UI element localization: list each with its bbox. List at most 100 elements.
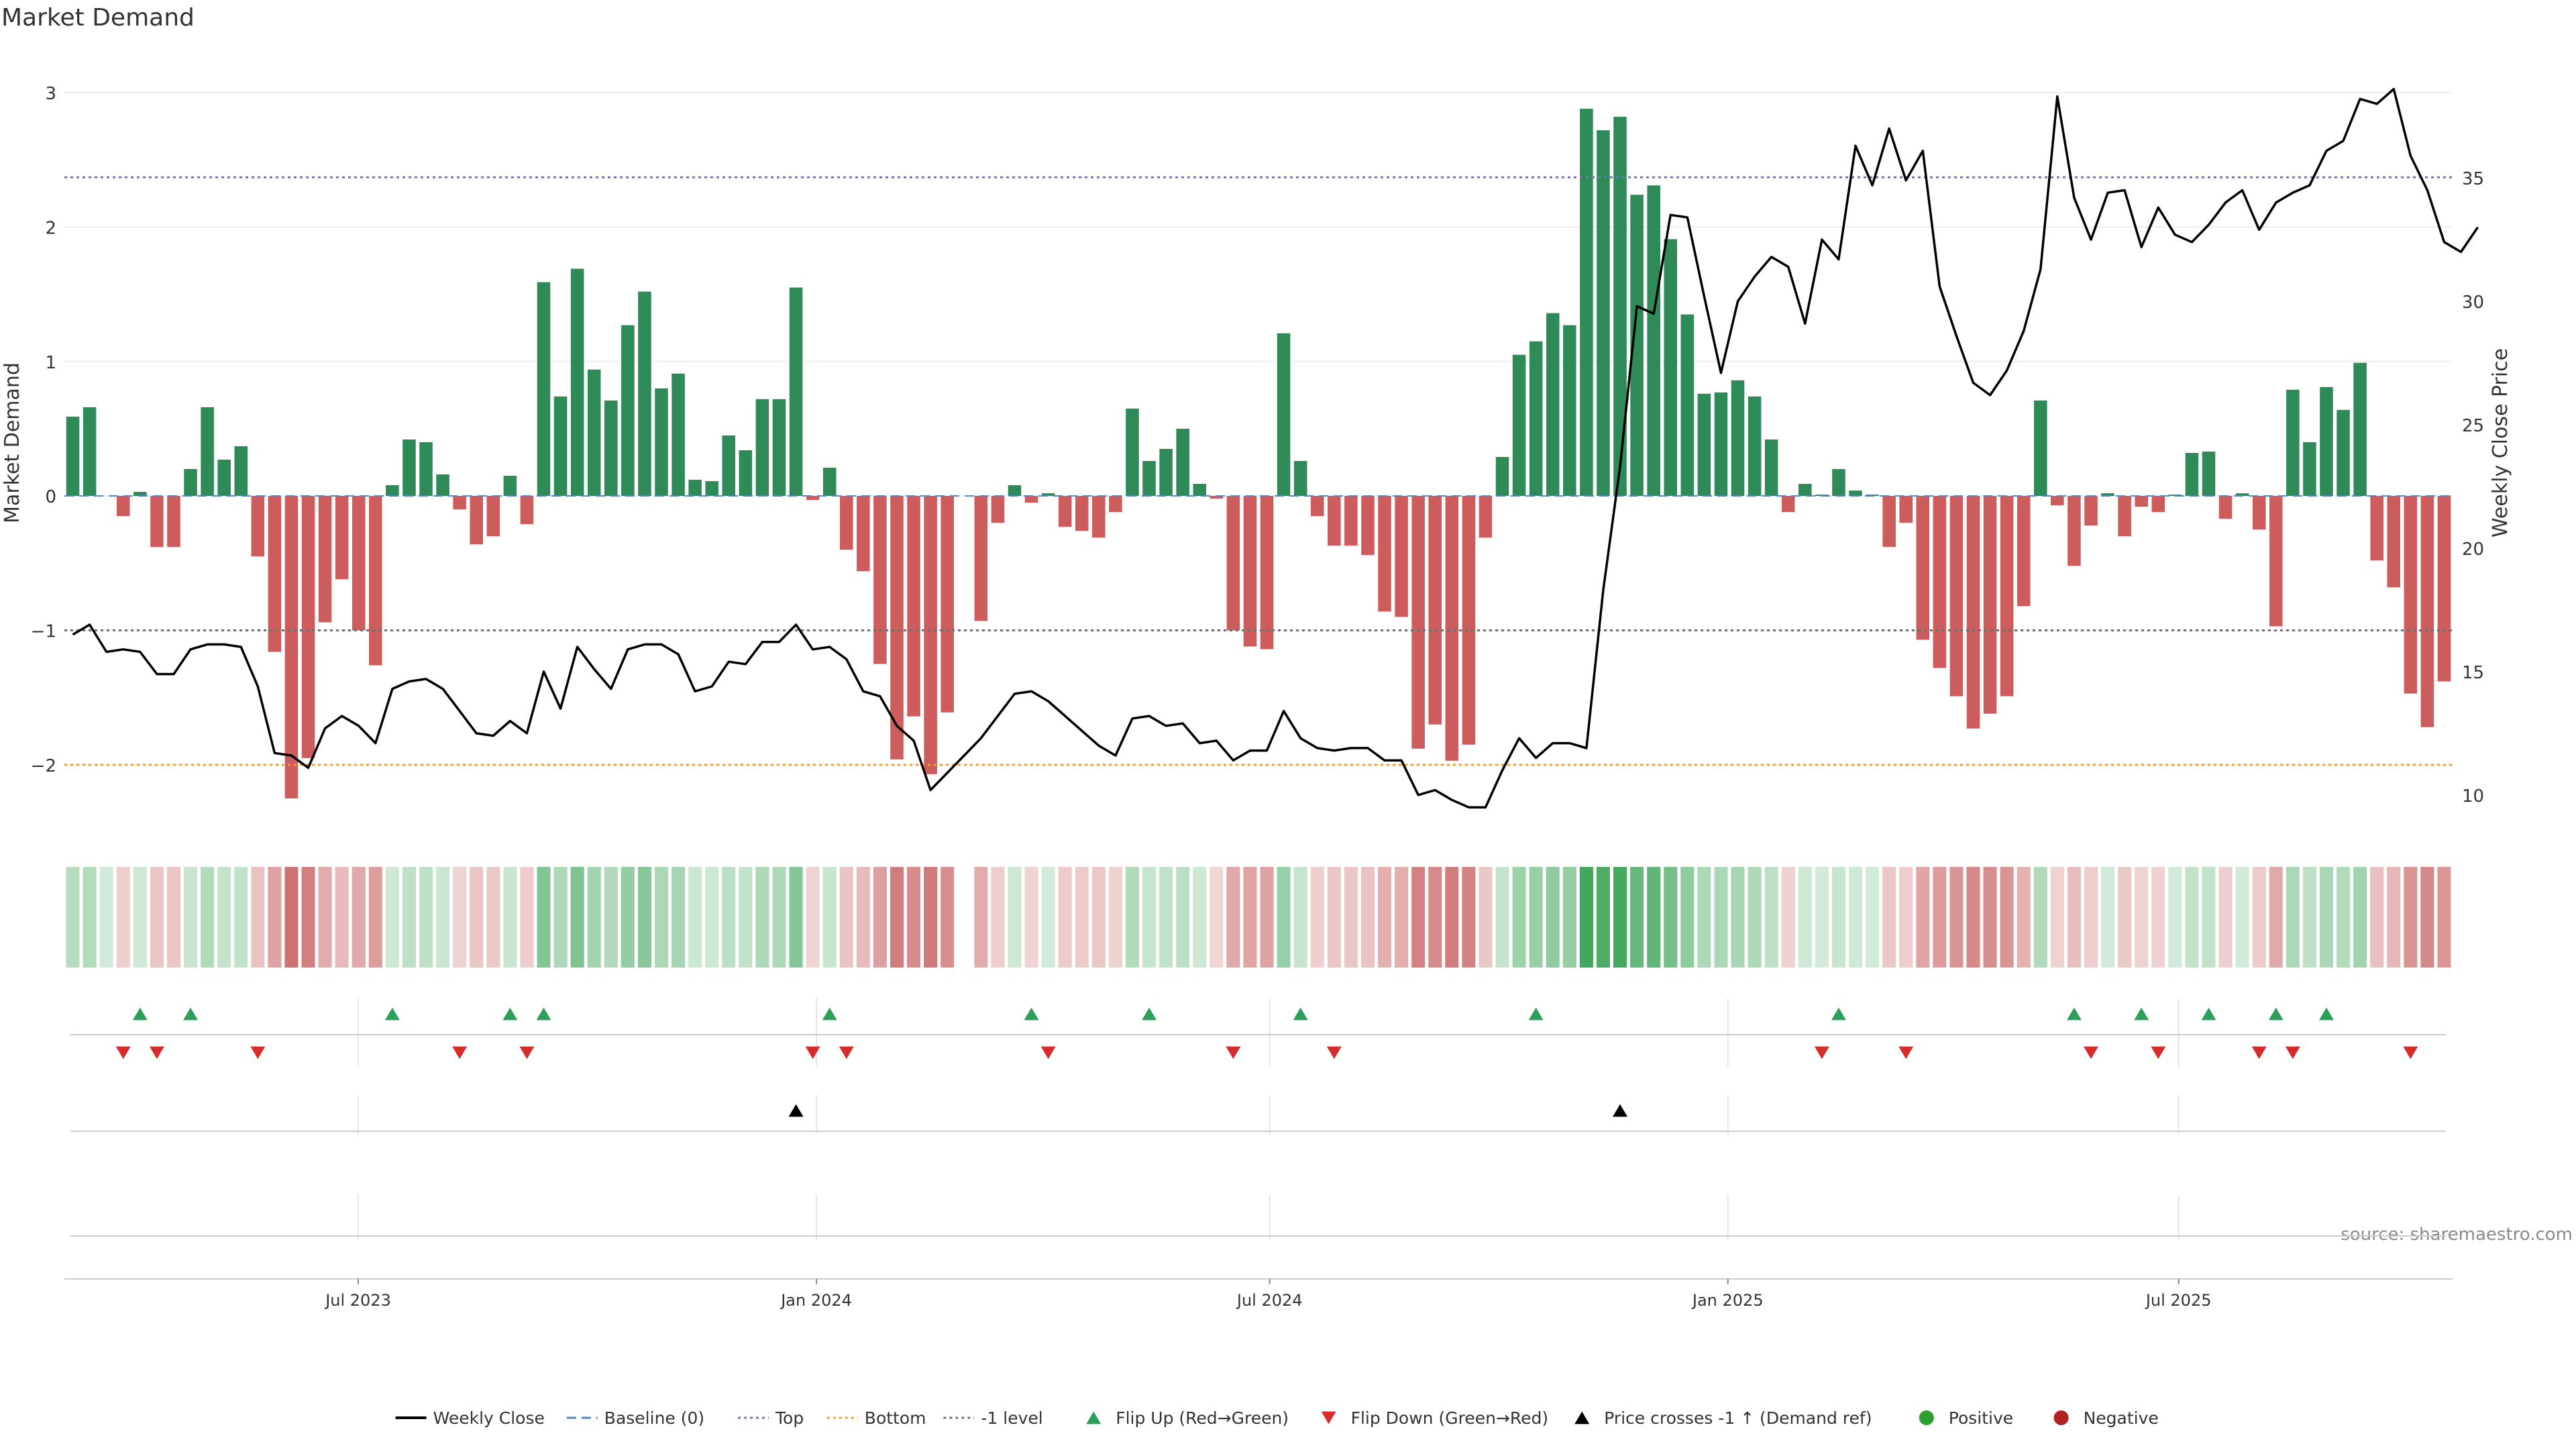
y-tick-label-right: 20 [2462, 539, 2484, 560]
demand-bar [268, 496, 282, 652]
source-note: source: sharemaestro.com [2341, 1225, 2573, 1245]
heat-cell [1781, 867, 1795, 968]
y-tick-label-right: 25 [2462, 416, 2484, 436]
heat-cell [856, 867, 870, 968]
legend-item: Positive [1919, 1408, 2013, 1428]
demand-bar [1849, 490, 1862, 497]
heat-cell [1848, 867, 1863, 968]
demand-bar [184, 469, 197, 497]
demand-bar [2033, 400, 2047, 497]
heat-cell [2353, 867, 2367, 968]
demand-bar [2151, 496, 2165, 513]
demand-bar [2118, 496, 2131, 537]
heat-cell [1697, 867, 1711, 968]
demand-bar [638, 291, 651, 497]
heat-cell [604, 867, 618, 968]
demand-bar [655, 388, 668, 497]
flip-down-marker [2151, 1046, 2166, 1059]
demand-bar [1176, 428, 1189, 497]
demand-bar [839, 496, 853, 550]
heat-cell [2387, 867, 2401, 968]
demand-bar [1293, 461, 1307, 497]
demand-bar [974, 496, 988, 621]
demand-bar [1075, 496, 1089, 531]
demand-bar [1949, 496, 1964, 696]
heat-cell [2185, 867, 2199, 968]
demand-bar [739, 450, 753, 497]
demand-bar [1529, 341, 1543, 497]
heat-cell [1159, 867, 1173, 968]
heat-cell [1596, 867, 1610, 968]
heat-cell [739, 867, 753, 968]
heat-cell [1360, 867, 1375, 968]
heat-cell [1647, 867, 1661, 968]
flip-up-marker [822, 1007, 837, 1021]
heat-cell [1479, 867, 1493, 968]
demand-bar [1714, 392, 1728, 497]
demand-bar [806, 496, 820, 501]
heat-cell [755, 867, 769, 968]
y-tick-label-left: 1 [45, 353, 56, 373]
heat-cell [2269, 867, 2283, 968]
heat-cell [2017, 867, 2031, 968]
heat-cell [1529, 867, 1543, 968]
heat-cell [2168, 867, 2182, 968]
demand-bar [2269, 496, 2283, 627]
demand-bar [2017, 496, 2031, 607]
demand-bar [1378, 496, 1391, 612]
demand-bar [2437, 496, 2451, 682]
heat-cell [637, 867, 651, 968]
legend-label: Negative [2084, 1408, 2159, 1428]
legend-item: -1 level [943, 1408, 1043, 1428]
heat-cell [1327, 867, 1341, 968]
flip-down-marker [1326, 1046, 1342, 1059]
x-tick-label: Jul 2024 [1236, 1291, 1303, 1310]
heat-cell [991, 867, 1005, 968]
demand-bar [1008, 485, 1022, 497]
heat-cell [1916, 867, 1930, 968]
legend-label: Top [775, 1408, 804, 1428]
demand-bar [352, 496, 366, 631]
heat-cell [486, 867, 500, 968]
demand-bar [167, 496, 180, 548]
flip-up-marker [2318, 1007, 2334, 1021]
demand-bar [1126, 408, 1139, 497]
demand-bar [201, 407, 214, 497]
heat-cell [722, 867, 736, 968]
heat-cell [2319, 867, 2333, 968]
demand-bar [2370, 496, 2383, 561]
heat-cell [150, 867, 164, 968]
y-tick-label-left: 0 [45, 487, 56, 507]
demand-bar [318, 496, 332, 623]
heat-cell [133, 867, 147, 968]
heat-cell [520, 867, 534, 968]
demand-bar [486, 496, 500, 537]
demand-bar [116, 496, 130, 517]
demand-bar [1479, 496, 1493, 538]
demand-bar [1781, 496, 1795, 513]
flip-down-marker [1814, 1046, 1829, 1059]
heat-cell [1193, 867, 1207, 968]
demand-bar [822, 468, 837, 497]
y-tick-label-right: 35 [2462, 169, 2484, 189]
demand-bar [789, 287, 803, 497]
heat-cell [1445, 867, 1459, 968]
heat-cell [1815, 867, 1829, 968]
heat-cell [251, 867, 265, 968]
demand-bar [335, 496, 349, 580]
heat-cell [654, 867, 669, 968]
flip-down-marker [149, 1046, 164, 1059]
demand-bar [503, 476, 517, 497]
demand-bar [755, 399, 769, 497]
heat-cell [2135, 867, 2149, 968]
heat-cell [570, 867, 584, 968]
flip-down-marker [452, 1046, 468, 1059]
demand-bar [1462, 496, 1476, 745]
flip-up-marker [132, 1007, 148, 1021]
heat-cell [301, 867, 315, 968]
legend-swatch-circle [2053, 1410, 2069, 1425]
legend-label: Baseline (0) [604, 1408, 704, 1428]
heat-cell [1933, 867, 1947, 968]
heat-cell [2067, 867, 2081, 968]
demand-bar [1731, 380, 1745, 497]
